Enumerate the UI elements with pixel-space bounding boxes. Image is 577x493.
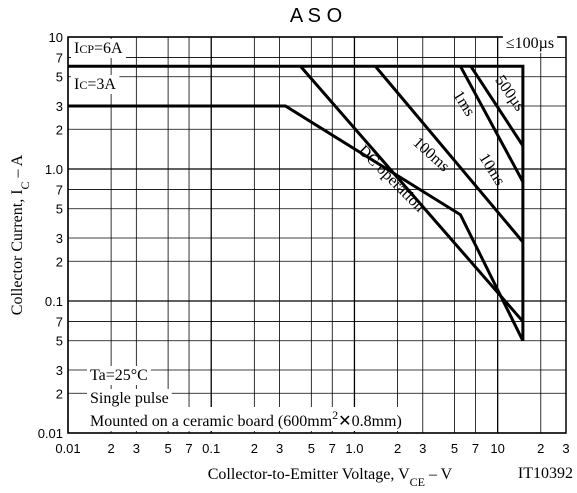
y-tick-label: 5 <box>56 334 63 349</box>
annotation-part: =3A <box>87 76 116 93</box>
x-tick-label: 1.0 <box>345 441 363 456</box>
annotation-part: =6A <box>94 40 123 57</box>
y-axis-label: Collector Current, IC – A <box>9 154 32 315</box>
x-tick-label: 3 <box>276 441 283 456</box>
annotation-part: C <box>79 78 87 92</box>
y-axis-label-part: – A <box>9 154 26 181</box>
label-background <box>87 389 172 408</box>
annotation-part: Mounted on a ceramic board (600mm <box>90 413 333 430</box>
label-background <box>87 366 151 385</box>
x-tick-label: 3 <box>562 441 569 456</box>
x-tick-label: 3 <box>133 441 140 456</box>
series-line <box>469 65 525 147</box>
annotation: IT10392 <box>518 465 573 482</box>
y-tick-label: 0.01 <box>38 426 63 441</box>
annotation: Single pulse <box>90 390 169 407</box>
annotation-part: 2 <box>332 408 338 422</box>
series-line <box>374 65 525 243</box>
annotation-part: CP <box>79 42 94 56</box>
y-tick-label: 2 <box>56 386 63 401</box>
label-background <box>71 75 120 94</box>
x-tick-label: 5 <box>308 441 315 456</box>
x-axis-label: Collector-to-Emitter Voltage, VCE – V <box>208 466 453 488</box>
annotation: Ta=25°C <box>90 367 148 384</box>
annotation-part: I <box>74 40 79 57</box>
x-axis-label-part: Collector-to-Emitter Voltage, V <box>208 466 410 483</box>
y-tick-label: 5 <box>56 70 63 85</box>
chart-title: A S O <box>290 5 342 27</box>
x-axis-label-part: CE <box>410 475 425 488</box>
x-tick-label: 2 <box>107 441 114 456</box>
label-background <box>71 39 127 58</box>
y-tick-label: 1.0 <box>45 162 63 177</box>
x-tick-label: 0.01 <box>55 441 80 456</box>
annotation: Mounted on a ceramic board (600mm2✕0.8mm… <box>90 408 402 430</box>
y-tick-label: 2 <box>56 122 63 137</box>
y-tick-label: 3 <box>56 231 63 246</box>
x-tick-label: 10 <box>490 441 504 456</box>
y-tick-label: 7 <box>56 314 63 329</box>
annotation: IC=3A <box>74 76 116 93</box>
y-tick-label: 3 <box>56 99 63 114</box>
y-tick-label: 5 <box>56 202 63 217</box>
series-label: ≤100µs <box>506 35 554 52</box>
x-tick-label: 7 <box>329 441 336 456</box>
x-tick-label: 5 <box>451 441 458 456</box>
series-line <box>68 64 525 341</box>
y-tick-label: 7 <box>56 50 63 65</box>
annotation: ICP=6A <box>74 40 123 57</box>
y-tick-label: 0.1 <box>45 294 63 309</box>
plot-frame <box>67 36 567 434</box>
y-axis-label-part: Collector Current, I <box>9 189 26 315</box>
y-axis-label-part: C <box>18 181 32 189</box>
annotation-part: ✕0.8mm) <box>338 413 402 430</box>
y-tick-label: 10 <box>49 30 63 45</box>
label-background <box>502 34 558 53</box>
series-line <box>459 65 525 183</box>
annotation-part: I <box>74 76 79 93</box>
x-tick-label: 2 <box>394 441 401 456</box>
series-line <box>299 65 525 323</box>
x-tick-label: 2 <box>537 441 544 456</box>
x-tick-label: 5 <box>164 441 171 456</box>
y-tick-label: 7 <box>56 182 63 197</box>
y-tick-label: 2 <box>56 254 63 269</box>
label-background <box>87 407 405 431</box>
x-axis-label-part: – V <box>425 466 453 483</box>
series-line <box>68 104 525 342</box>
x-tick-label: 2 <box>251 441 258 456</box>
x-tick-label: 7 <box>472 441 479 456</box>
x-tick-label: 3 <box>419 441 426 456</box>
x-tick-label: 0.1 <box>202 441 220 456</box>
y-tick-label: 3 <box>56 363 63 378</box>
x-tick-label: 7 <box>185 441 192 456</box>
